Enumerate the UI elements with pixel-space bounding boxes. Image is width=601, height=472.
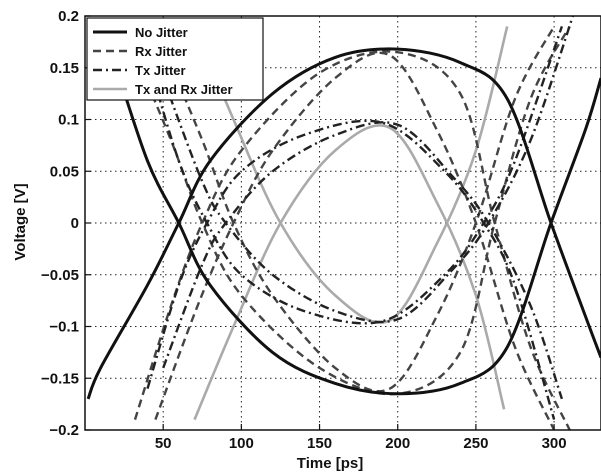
x-tick-label: 250 [463,435,488,452]
x-axis-label: Time [ps] [297,455,363,472]
y-tick-label: −0.15 [41,370,79,387]
series-line-tx-jitter [162,121,564,400]
x-tick-label: 50 [155,435,172,452]
series-group [86,16,601,430]
series-line-no-jitter [86,47,601,400]
x-tick-label: 150 [307,435,332,452]
y-tick-label: −0.05 [41,267,79,284]
legend-label-tx-and-rx-jitter: Tx and Rx Jitter [135,82,233,97]
legend-label-tx-jitter: Tx Jitter [135,63,186,78]
y-tick-label: 0.2 [58,8,79,25]
series-line-rx-jitter [154,51,556,430]
series-line-tx-jitter [146,119,556,420]
y-axis-label: Voltage [V] [12,183,29,260]
y-tick-label: −0.1 [49,319,79,336]
y-tick-label: 0.15 [50,60,79,77]
legend: No Jitter Rx Jitter Tx Jitter Tx and Rx Jit… [86,17,264,101]
x-axis-ticks: 50 100 150 200 250 300 [155,424,567,452]
series-line-tx-jitter [146,26,564,325]
legend-label-no-jitter: No Jitter [135,25,188,40]
x-tick-label: 300 [542,435,567,452]
series-line-rx-jitter [162,25,556,393]
y-tick-label: 0.05 [50,163,79,180]
series-line-tx-and-rx-jitter [193,124,506,421]
y-tick-label: 0.1 [58,112,79,129]
y-axis-ticks: −0.2 −0.15 −0.1 −0.05 0 0.05 0.1 0.15 0.2 [41,8,91,439]
series-line-tx-and-rx-jitter [193,25,509,324]
y-tick-label: −0.2 [49,422,79,439]
x-tick-label: 100 [229,435,254,452]
x-tick-label: 200 [385,435,410,452]
y-tick-label: 0 [71,215,79,232]
legend-label-rx-jitter: Rx Jitter [135,44,187,59]
